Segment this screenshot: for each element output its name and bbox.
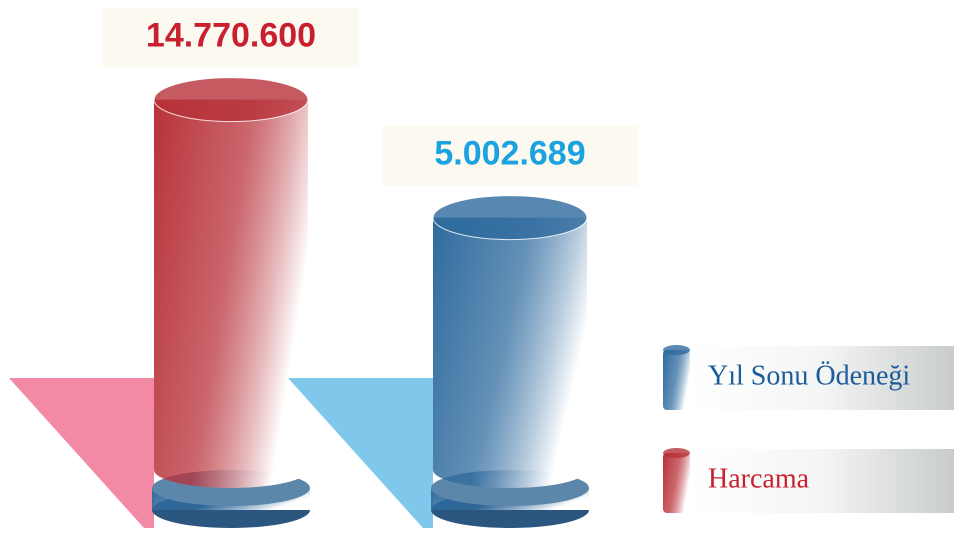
shadow [288, 378, 433, 528]
legend-label: Yıl Sonu Ödeneği [708, 360, 910, 391]
value-label: 14.770.600 [146, 17, 316, 55]
legend-icon [663, 345, 690, 355]
value-label: 5.002.689 [434, 135, 585, 173]
cylinder-top [432, 195, 588, 241]
legend-icon [663, 350, 690, 410]
value-label-box [382, 125, 638, 186]
value-label-box [103, 7, 359, 68]
shadow [9, 378, 154, 528]
cylinder [433, 217, 587, 489]
legend-box [690, 449, 954, 513]
legend-icon [663, 453, 690, 513]
legend-box [690, 346, 954, 410]
cylinder [154, 99, 308, 488]
cylinder-top [153, 77, 309, 123]
legend-icon [663, 448, 690, 458]
legend-label: Harcama [708, 463, 810, 494]
